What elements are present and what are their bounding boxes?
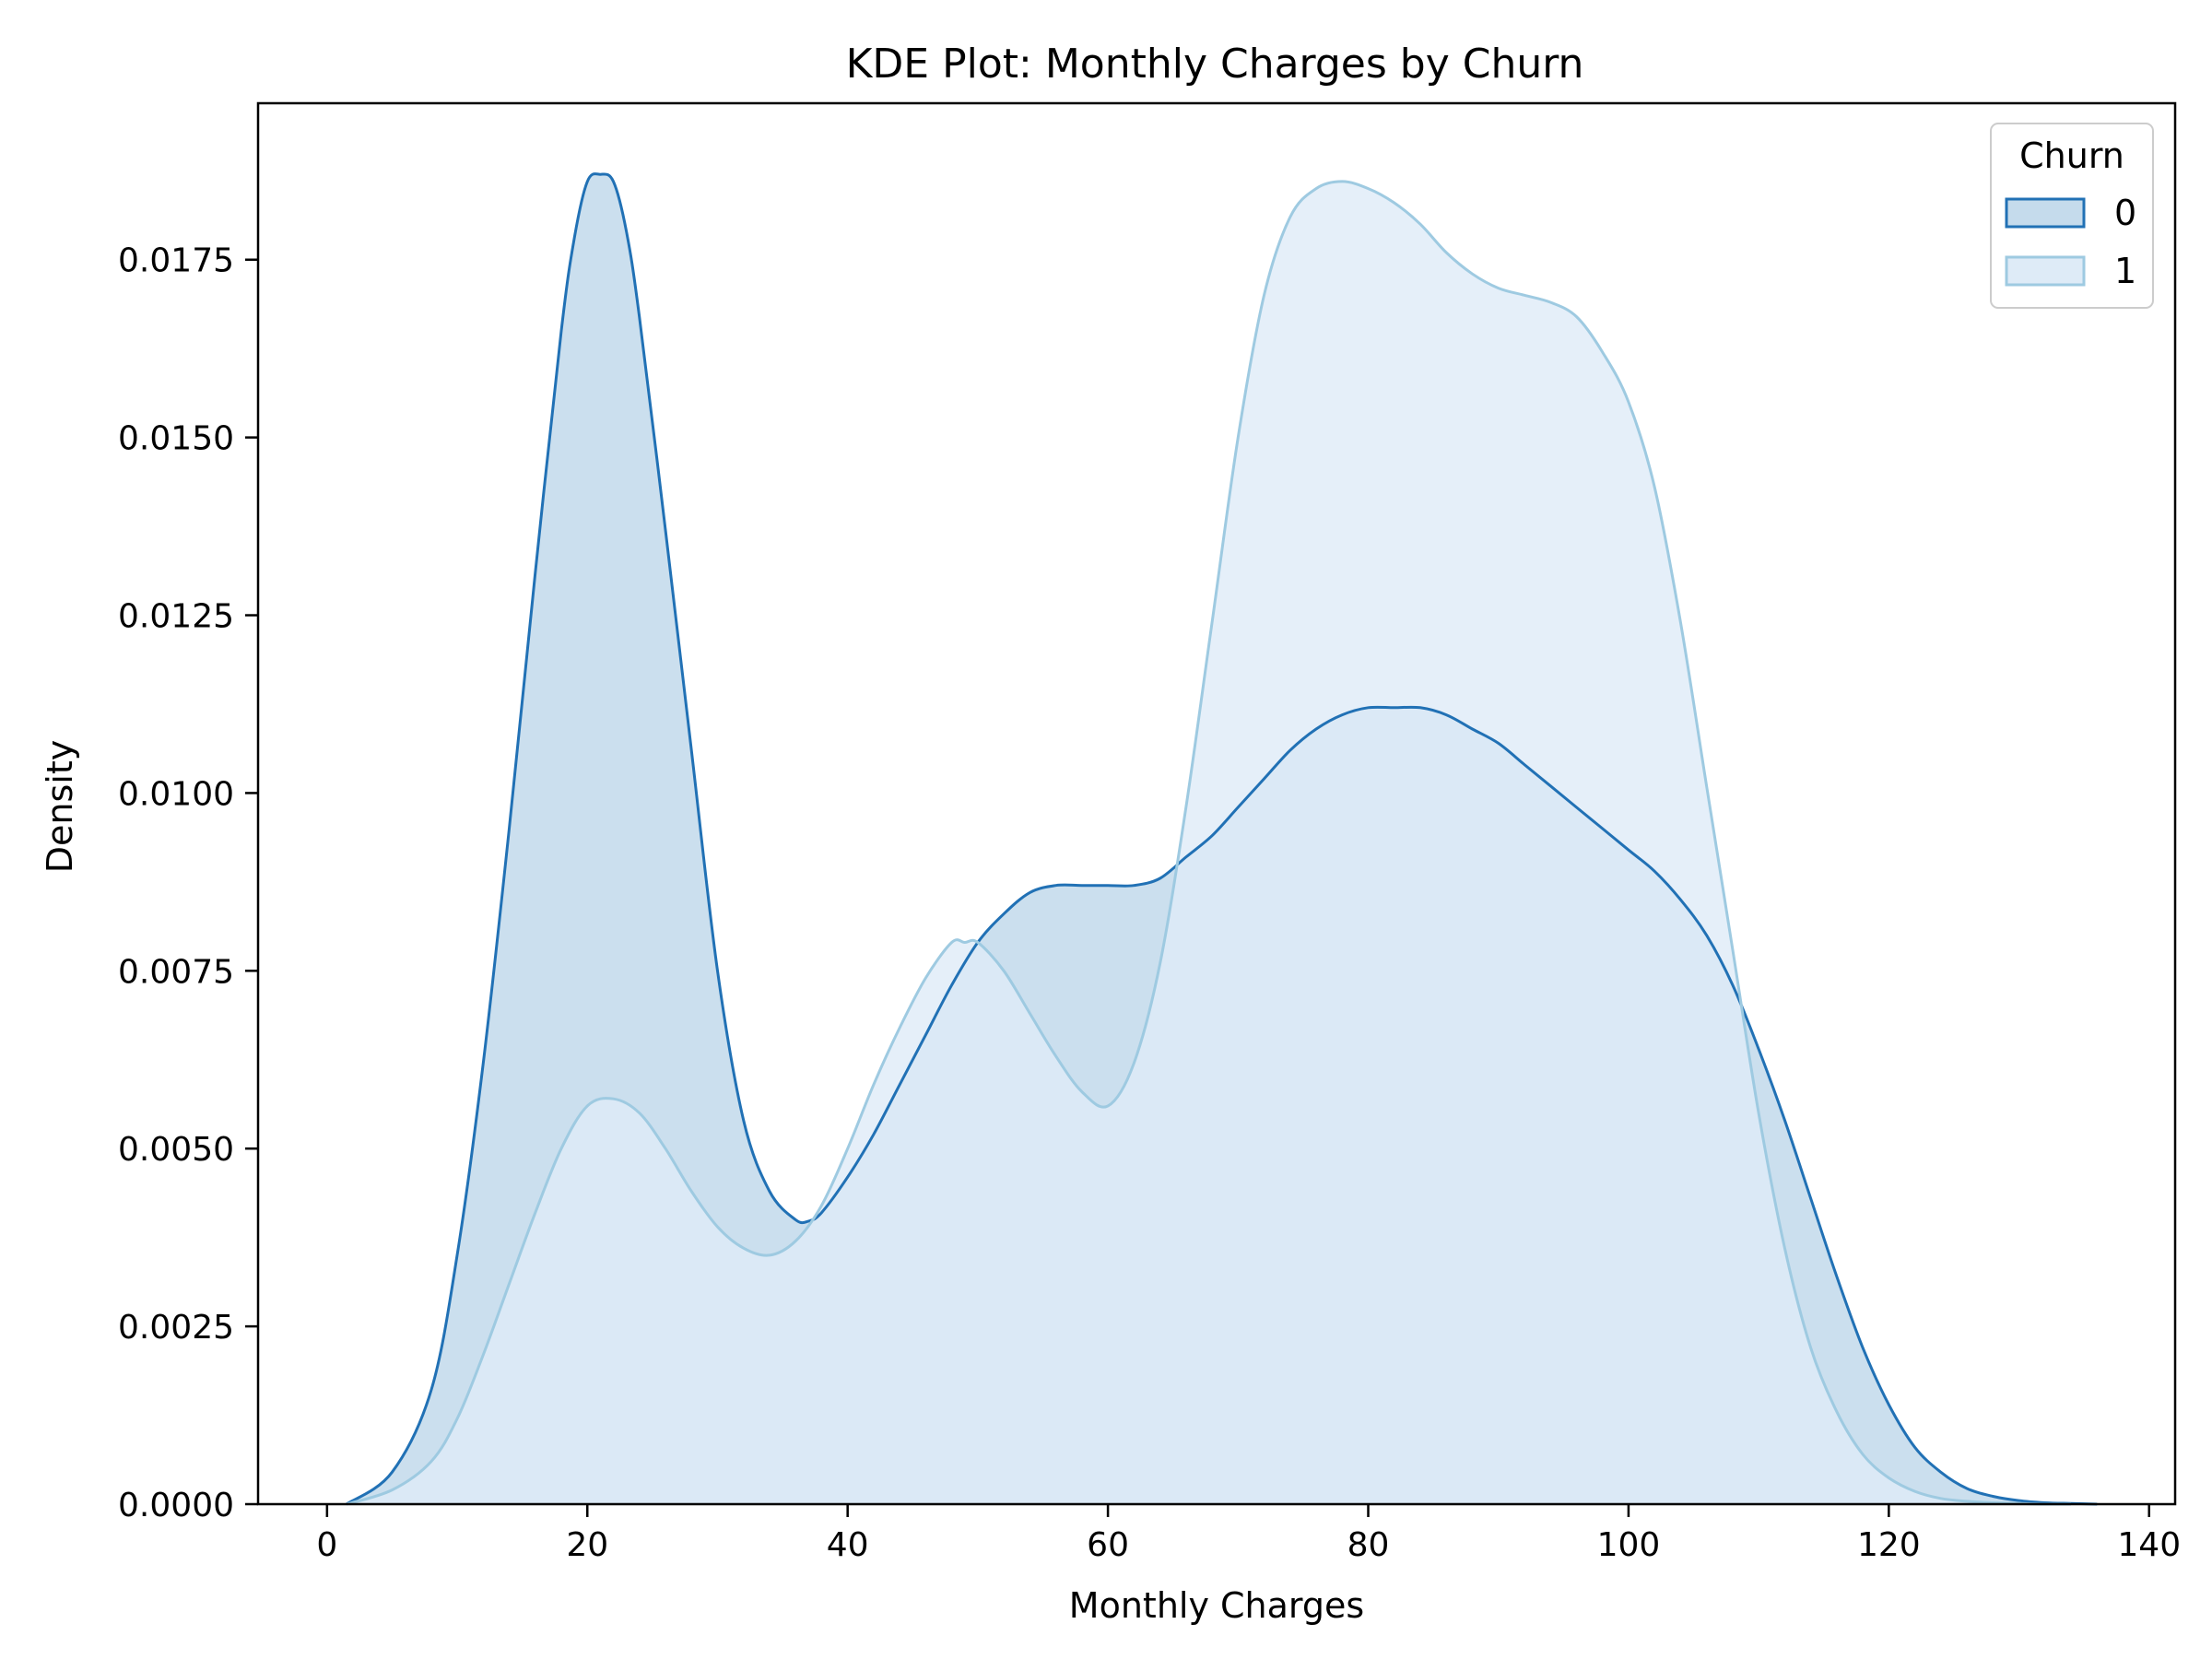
axes-frame (256, 101, 2177, 1506)
x-tick-label: 40 (827, 1526, 869, 1564)
y-tick-label: 0.0150 (118, 420, 234, 458)
y-axis: 0.0000 0.0025 0.0050 0.0075 0.0100 0.0125 0.01… (118, 242, 258, 1524)
legend-swatch-0 (2005, 197, 2086, 229)
x-tick-label: 60 (1087, 1526, 1129, 1564)
x-tick-label: 100 (1597, 1526, 1661, 1564)
plot-area (346, 172, 2098, 1506)
x-tick-label: 20 (566, 1526, 608, 1564)
x-tick-label: 140 (2117, 1526, 2181, 1564)
y-tick-label: 0.0000 (118, 1487, 234, 1524)
y-tick-label: 0.0100 (118, 775, 234, 813)
legend: Churn 0 1 (1990, 123, 2154, 309)
y-tick-label: 0.0125 (118, 598, 234, 636)
y-axis-label: Density (40, 740, 80, 873)
legend-label-1: 1 (2114, 251, 2136, 291)
legend-swatch-1 (2005, 255, 2086, 287)
y-tick-label: 0.0025 (118, 1309, 234, 1347)
density-line-churn-1 (346, 180, 2072, 1506)
x-tick-label: 80 (1347, 1526, 1390, 1564)
density-line-churn-0 (346, 172, 2098, 1506)
chart-title: KDE Plot: Monthly Charges by Churn (846, 41, 1584, 88)
legend-label-0: 0 (2114, 193, 2136, 233)
x-axis-label: Monthly Charges (1069, 1585, 1364, 1626)
density-fill-churn-1 (347, 181, 2071, 1505)
y-tick-label: 0.0075 (118, 953, 234, 991)
y-tick-label: 0.0050 (118, 1131, 234, 1169)
legend-title: Churn (2019, 135, 2124, 176)
x-axis: 0 20 40 60 80 100 120 140 (316, 1504, 2181, 1564)
x-tick-label: 120 (1857, 1526, 1921, 1564)
y-tick-label: 0.0175 (118, 242, 234, 280)
x-tick-label: 0 (316, 1526, 337, 1564)
